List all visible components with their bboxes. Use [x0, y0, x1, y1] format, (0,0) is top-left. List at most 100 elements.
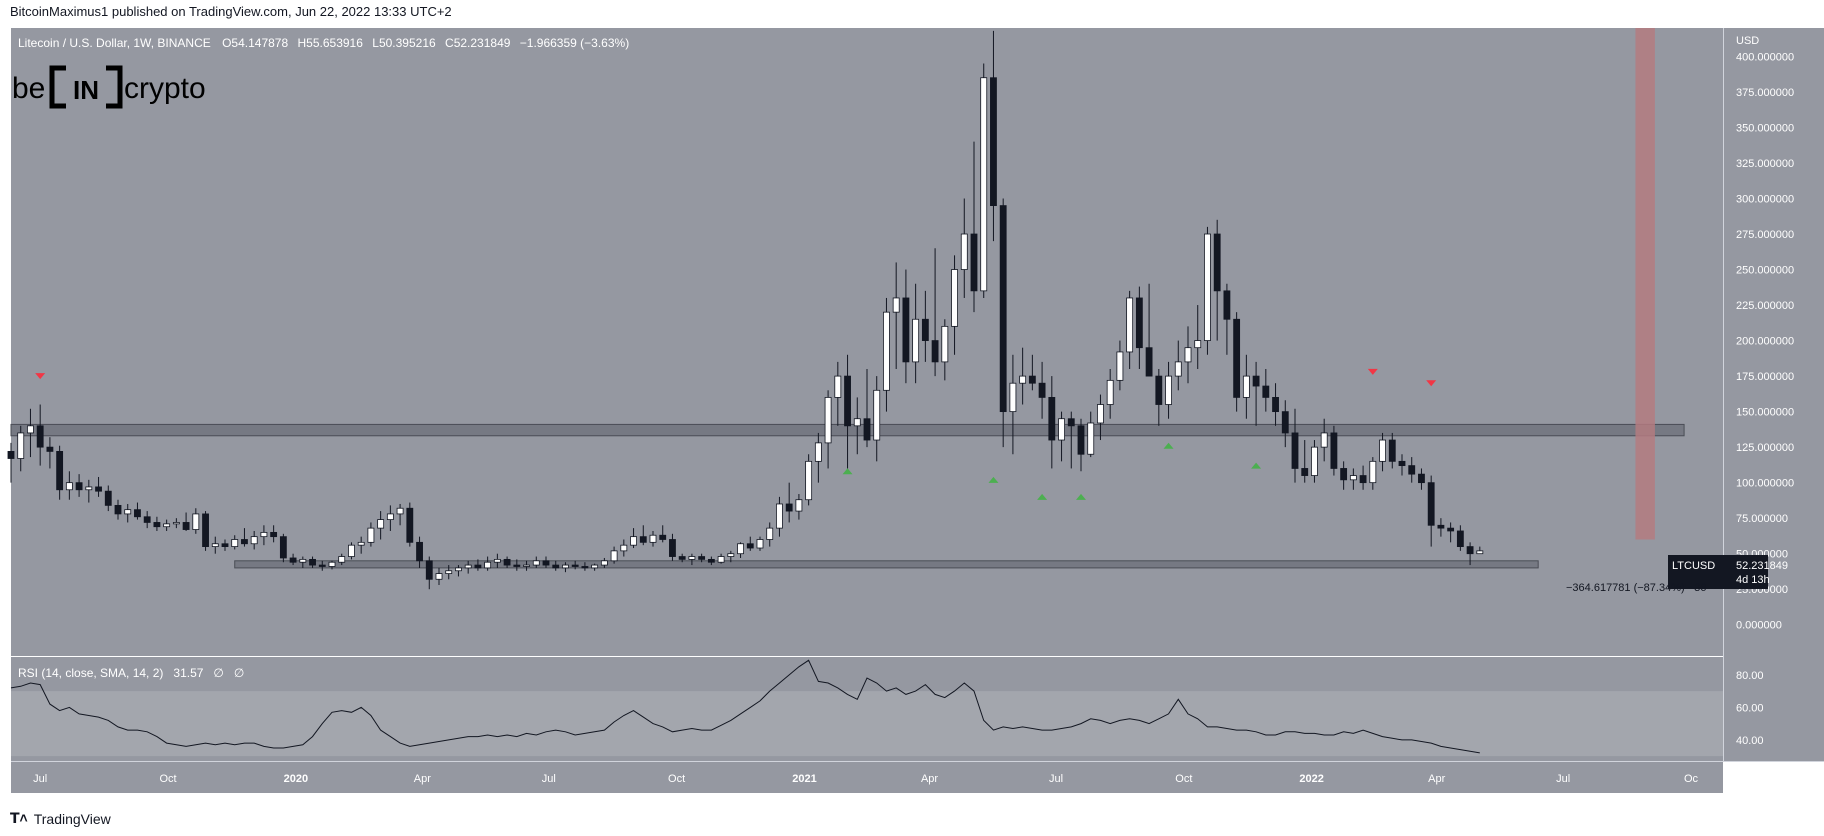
time-tick-label: Jul [542, 773, 556, 785]
candle-down [1155, 375, 1163, 405]
candle-down [1223, 290, 1231, 320]
candle-down [1135, 297, 1143, 349]
price-tick-label: 300.000000 [1736, 193, 1794, 205]
rsi-tick-label: 40.00 [1736, 735, 1764, 747]
price-tick-label: 250.000000 [1736, 265, 1794, 277]
candle-down [542, 560, 550, 566]
time-axis-bg[interactable] [11, 761, 1723, 793]
candle-down [1466, 546, 1474, 555]
candle-up [1126, 297, 1134, 353]
rsi-legend: RSI (14, close, SMA, 14, 2) 31.57 ∅ ∅ [18, 666, 244, 680]
candle-up [873, 389, 881, 441]
time-tick-label: Jul [1049, 773, 1063, 785]
price-axis-labels: 0.00000025.00000050.00000075.000000100.0… [1736, 51, 1794, 631]
price-tick-label: 100.000000 [1736, 478, 1794, 490]
candle-up [853, 418, 861, 427]
candle-up [1165, 375, 1172, 405]
symbol-name: Litecoin / U.S. Dollar, 1W, BINANCE [18, 36, 211, 50]
price-ticker: LTCUSD [1672, 560, 1715, 572]
candle-down [931, 340, 939, 363]
price-axis-bg[interactable] [1723, 28, 1824, 761]
time-tick-label: 2022 [1299, 773, 1323, 785]
tradingview-brand: TradingView [33, 810, 111, 827]
price-tick-label: 0.000000 [1736, 620, 1782, 632]
candle-up [1349, 475, 1357, 481]
candle-down [1301, 468, 1309, 476]
price-tick-label: 350.000000 [1736, 122, 1794, 134]
rsi-line [10, 659, 1480, 754]
time-tick-label: Apr [414, 773, 431, 785]
candle-down [425, 560, 433, 580]
candle-down [1427, 482, 1435, 526]
candle-down [1398, 460, 1406, 467]
time-tick-label: Apr [1428, 773, 1445, 785]
candle-down [1359, 475, 1367, 484]
time-tick-label: Jul [1556, 773, 1570, 785]
price-tick-label: 125.000000 [1736, 442, 1794, 454]
candle-up [1204, 233, 1211, 341]
candle-down [1038, 382, 1046, 398]
candle-down [241, 539, 248, 545]
candle-down [1145, 347, 1153, 377]
rsi-band [11, 691, 1723, 757]
candle-down [36, 425, 44, 448]
candle-down [114, 504, 122, 515]
candle-up [1379, 439, 1386, 462]
candle-down [1213, 233, 1221, 292]
low-label: L [372, 36, 379, 50]
rsi-tick-label: 80.00 [1736, 670, 1764, 682]
current-price-box [1668, 555, 1768, 589]
candle-down [513, 564, 521, 567]
candle-down [56, 451, 64, 491]
candle-down [1281, 411, 1289, 434]
candle-up [338, 556, 346, 563]
candle-up [17, 432, 25, 459]
close-label: C [445, 36, 454, 50]
candle-down [581, 566, 589, 569]
price-tick-label: 325.000000 [1736, 158, 1794, 170]
price-tick-label: 75.000000 [1736, 513, 1788, 525]
low-value: 50.395216 [379, 36, 436, 50]
chart-svg[interactable]: 0.00000025.00000050.00000075.000000100.0… [0, 28, 1824, 828]
candle-down [75, 482, 83, 491]
candle-up [484, 561, 492, 569]
tradingview-footer[interactable]: 𝗧˄ TradingView [10, 810, 111, 827]
candle-up [386, 513, 394, 521]
candle-up [27, 425, 34, 434]
candle-up [1097, 404, 1104, 424]
candle-up [1311, 446, 1318, 476]
currency-label: USD [1736, 35, 1759, 47]
time-tick-label: Apr [921, 773, 938, 785]
candle-up [1116, 351, 1124, 381]
price-tick-label: 375.000000 [1736, 87, 1794, 99]
candle-up [630, 536, 637, 546]
candle-up [1019, 375, 1027, 384]
candle-up [532, 560, 540, 566]
candle-up [1194, 340, 1202, 349]
candle-up [367, 527, 375, 543]
candle-down [104, 490, 112, 506]
candle-up [766, 527, 774, 540]
candle-up [960, 233, 968, 270]
candle-down [202, 513, 209, 547]
close-value: 52.231849 [454, 36, 511, 50]
candle-down [221, 543, 229, 547]
candle-down [1067, 418, 1075, 427]
candle-down [1388, 439, 1396, 462]
candle-down [143, 516, 151, 523]
candle-down [678, 556, 686, 560]
green-up-marker [1076, 493, 1086, 500]
candle-up [805, 460, 813, 501]
candle-up [445, 570, 453, 574]
candle-up [493, 558, 501, 563]
candle-up [610, 550, 618, 562]
candle-down [318, 564, 326, 567]
candle-up [951, 269, 958, 327]
publisher-line: BitcoinMaximus1 published on TradingView… [10, 4, 452, 19]
time-tick-label: Oc [1684, 773, 1699, 785]
candle-up [124, 509, 132, 515]
logo-text-be: be [12, 72, 45, 105]
candle-up [688, 556, 696, 560]
candle-up [1242, 375, 1250, 398]
candle-down [1437, 524, 1445, 529]
